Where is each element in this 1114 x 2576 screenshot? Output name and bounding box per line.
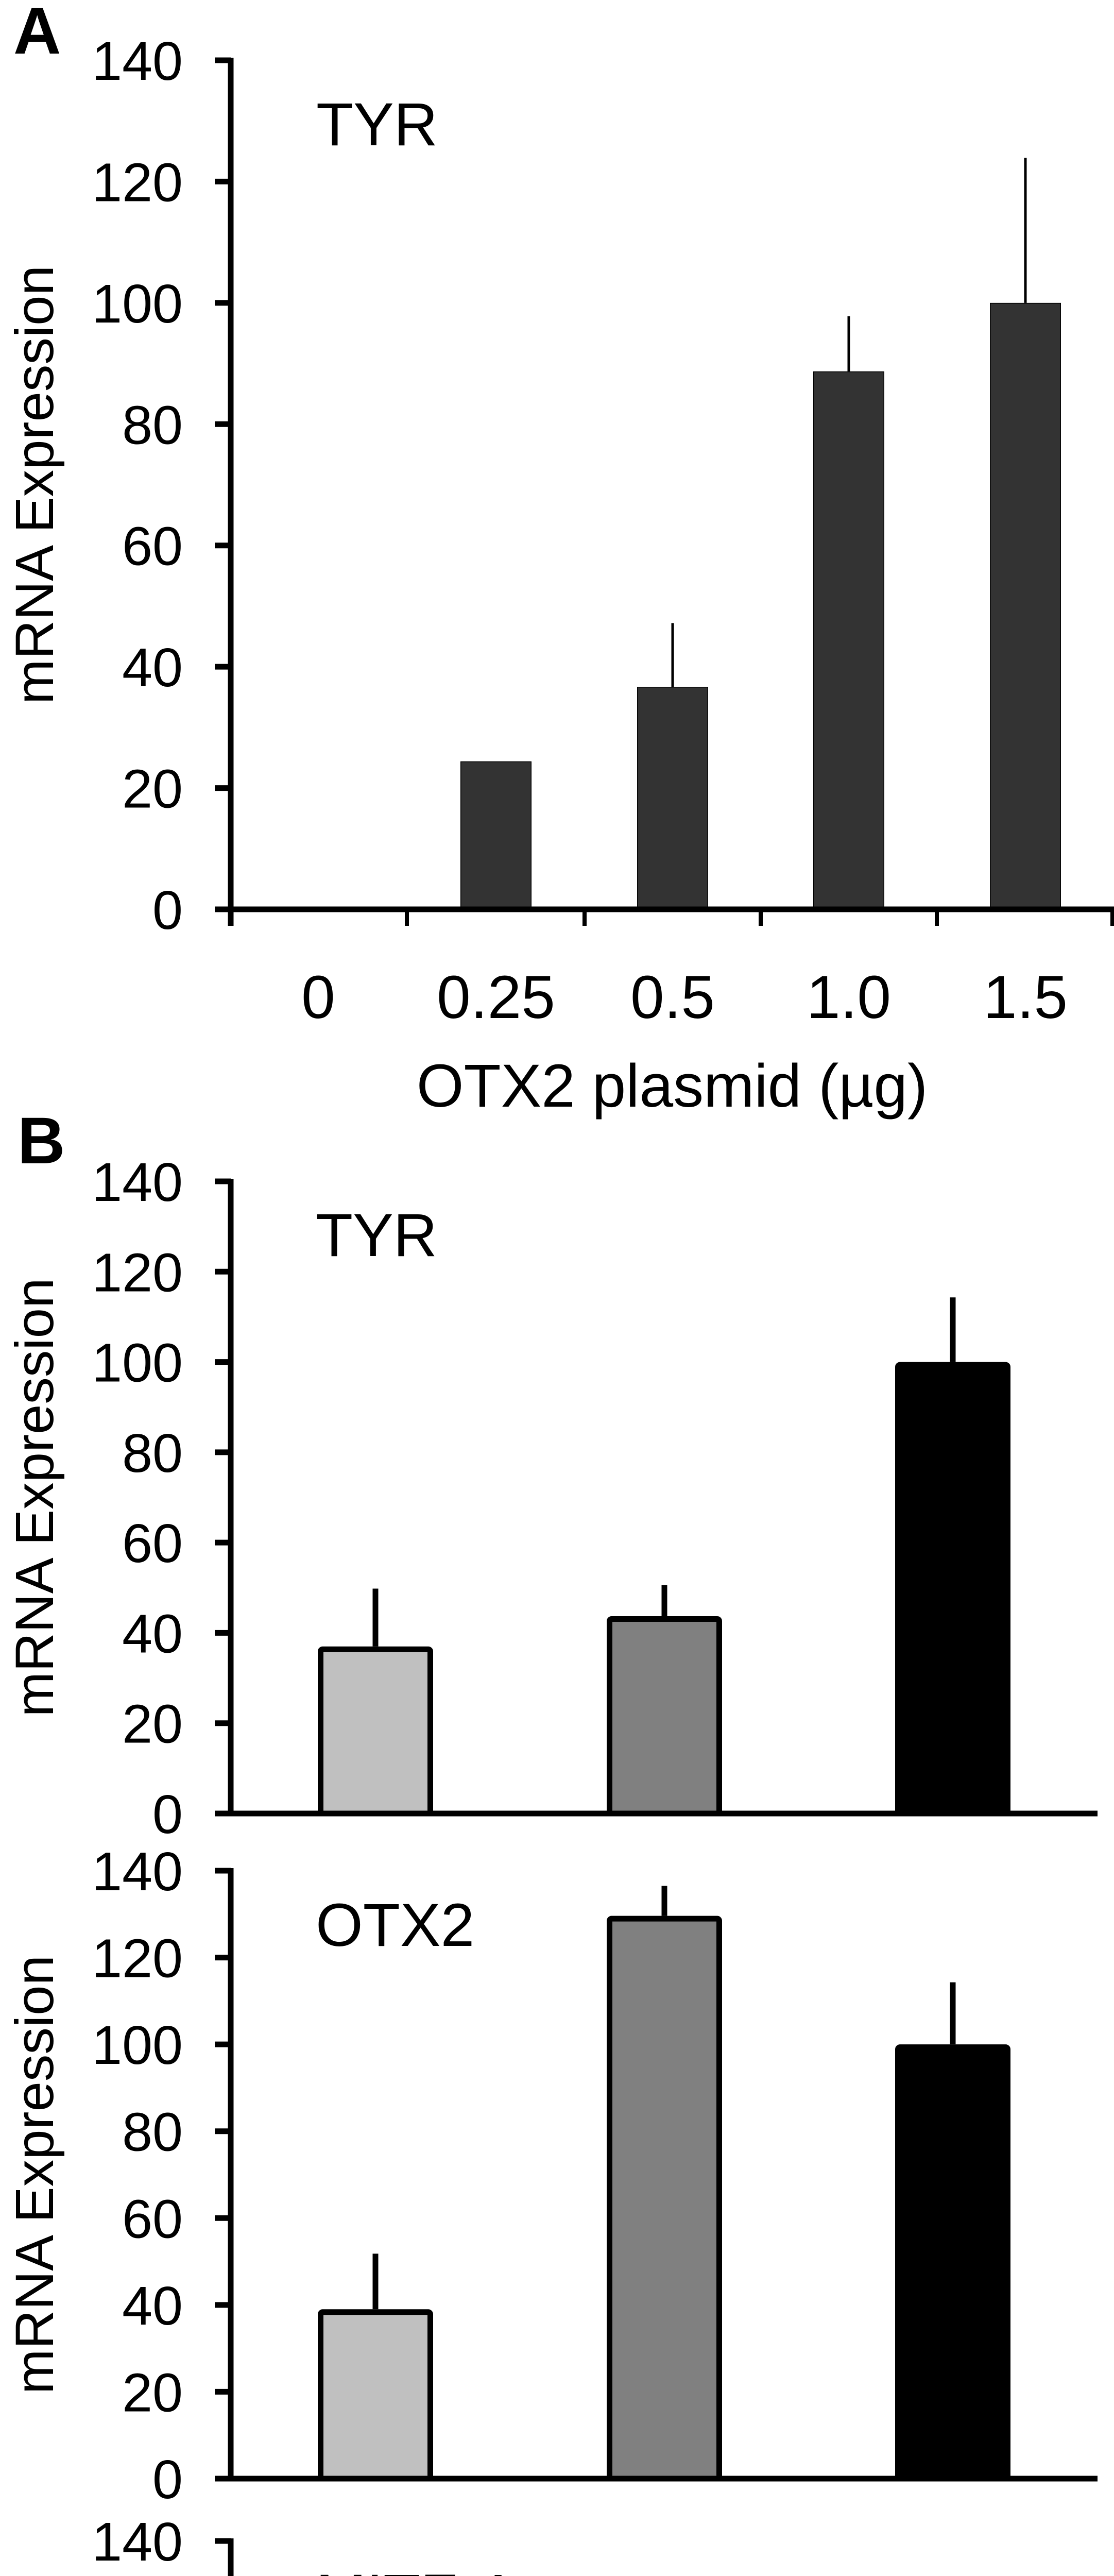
- x-axis-title: OTX2 plasmid (µg): [417, 1052, 928, 1120]
- y-tick-label: 120: [92, 152, 183, 213]
- y-tick-label: 100: [92, 2015, 183, 2076]
- x-tick-label: 0.5: [630, 963, 715, 1031]
- y-tick-label: 120: [92, 1928, 183, 1989]
- charts-container: 0 20 40 60 80 100 120 140 TYR mRNA Expression 0 0.2…: [5, 31, 1114, 2576]
- y-tick-label: 80: [122, 395, 183, 455]
- gene-label: MITF-A: [316, 2562, 519, 2576]
- y-tick-label: 40: [122, 637, 183, 698]
- gene-label: TYR: [316, 1201, 437, 1269]
- bar-0-25: [460, 761, 532, 910]
- x-tick-label: 1.0: [807, 963, 891, 1031]
- y-tick-label: 120: [92, 1242, 183, 1303]
- y-tick-label: 80: [122, 1423, 183, 1484]
- panel-letter-b: B: [18, 1104, 65, 1178]
- bar-otx2-sirna: [318, 1646, 433, 1817]
- bar-otx2-sirna: [318, 2309, 433, 2482]
- y-tick-label: 100: [92, 1333, 183, 1394]
- y-tick-label: 20: [122, 759, 183, 820]
- chart-panel-2: 0 20 40 60 80 100 120 140 OTX2 mRNA Expression: [5, 1841, 1098, 2510]
- y-tick-label: 100: [92, 274, 183, 334]
- y-tick-label: 60: [122, 1513, 183, 1574]
- x-tick-label: 0: [301, 963, 335, 1031]
- y-tick-label: 20: [122, 1694, 183, 1755]
- y-tick-label: 140: [92, 1841, 183, 1902]
- y-tick-label: 40: [122, 1603, 183, 1664]
- y-axis-title: mRNA Expression: [5, 1955, 65, 2394]
- bar-1-0: [813, 371, 884, 910]
- y-tick-label: 0: [152, 880, 183, 941]
- y-axis-title: mRNA Expression: [5, 265, 65, 704]
- bar-mitf-sirna: [607, 1616, 722, 1817]
- y-tick-label: 140: [92, 2512, 183, 2572]
- gene-label: TYR: [316, 91, 438, 159]
- x-tick-label: 0.25: [437, 963, 555, 1031]
- bar-1-5: [990, 302, 1061, 910]
- y-axis-title: mRNA Expression: [5, 1278, 65, 1717]
- y-tick-label: 40: [122, 2276, 183, 2336]
- panel-letter-a: A: [13, 0, 61, 68]
- bar-mitf-sirna: [607, 1916, 722, 2482]
- y-tick-label: 20: [122, 2362, 183, 2423]
- y-tick-label: 140: [92, 1152, 183, 1213]
- y-tick-label: 0: [152, 1784, 183, 1845]
- bar-ctr-sirna: [895, 2044, 1010, 2482]
- chart-panel-0: 0 20 40 60 80 100 120 140 TYR mRNA Expression 0 0.2…: [5, 31, 1114, 1120]
- chart-panel-3: 020406080100120140MITF-AmRNA ExpressionO…: [92, 2512, 519, 2576]
- chart-panel-1: 0 20 40 60 80 100 120 140 TYR mRNA Expression: [5, 1152, 1098, 1845]
- bar-0-5: [637, 686, 708, 910]
- y-tick-label: 140: [92, 31, 183, 92]
- gene-label: OTX2: [316, 1891, 474, 1959]
- bar-ctr-sirna: [895, 1362, 1010, 1817]
- y-tick-label: 60: [122, 516, 183, 577]
- y-tick-label: 0: [152, 2449, 183, 2510]
- x-tick-label: 1.5: [983, 963, 1068, 1031]
- y-tick-label: 80: [122, 2102, 183, 2163]
- y-tick-label: 60: [122, 2189, 183, 2249]
